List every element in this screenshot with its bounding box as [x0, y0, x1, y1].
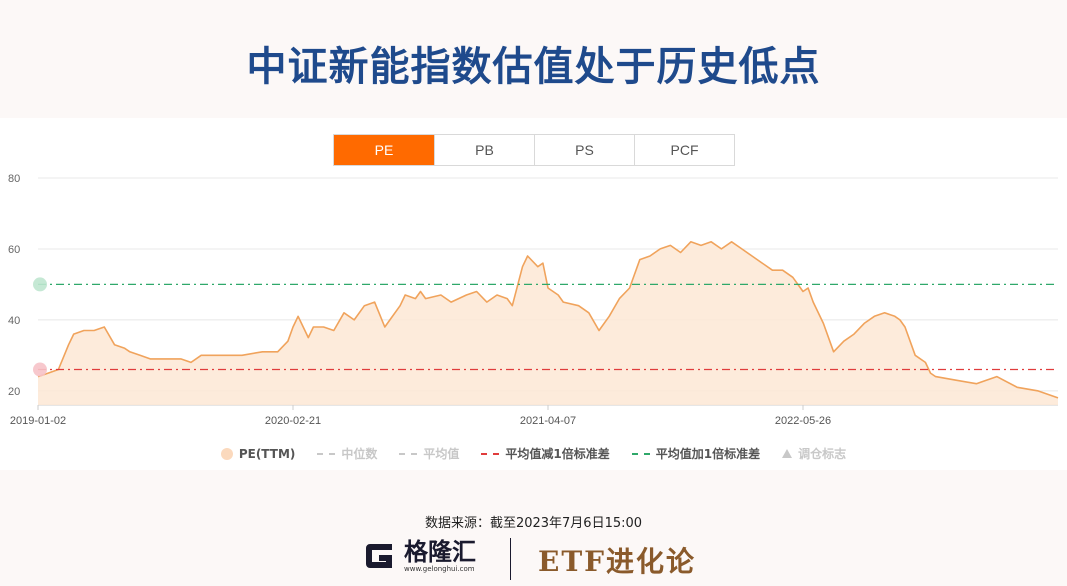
y-tick-label: 60 — [8, 244, 20, 256]
chart-panel: 80 60 40 20 2019-01-02 2020-02-21 2021-04-07 20… — [0, 118, 1067, 470]
legend-dot-icon — [220, 447, 233, 460]
brand-name: ETF进化论 — [538, 545, 697, 578]
legend-mean[interactable]: 平均值 — [399, 445, 459, 462]
tab-pe[interactable]: PE — [334, 135, 434, 165]
legend-label: 调仓标志 — [798, 447, 847, 461]
legend-pe-ttm[interactable]: PE(TTM) — [220, 445, 296, 462]
tab-ps[interactable]: PS — [534, 135, 634, 165]
chart-legend: PE(TTM) 中位数 平均值 平均值减1倍标准差 平均值加1倍标准差 调仓标志 — [0, 445, 1067, 462]
minus-std-marker — [33, 362, 47, 377]
x-tick-label: 2021-04-07 — [520, 415, 576, 427]
legend-dash-icon — [399, 452, 418, 455]
pe-series-line — [37, 241, 1059, 399]
legend-dash-icon — [481, 452, 500, 455]
data-source-note: 数据来源：截至2023年7月6日15:00 — [424, 516, 643, 531]
legend-dash-icon — [317, 452, 336, 455]
legend-dash-icon — [631, 452, 650, 455]
legend-label: PE(TTM) — [238, 446, 296, 461]
plus-std-marker — [33, 277, 47, 292]
logo-url: www.gelonghui.com — [404, 565, 475, 573]
legend-rebalance[interactable]: 调仓标志 — [782, 445, 846, 462]
legend-plus-std[interactable]: 平均值加1倍标准差 — [631, 445, 761, 462]
gelonghui-g-icon — [366, 544, 392, 568]
legend-minus-std[interactable]: 平均值减1倍标准差 — [481, 445, 610, 462]
metric-tabs: PE PB PS PCF — [333, 134, 735, 166]
x-tick-label: 2020-02-21 — [265, 415, 321, 427]
legend-median[interactable]: 中位数 — [317, 445, 377, 462]
tab-pcf[interactable]: PCF — [634, 135, 734, 165]
x-tick-label: 2019-01-02 — [10, 415, 66, 427]
gelonghui-logo: 格隆汇 www.gelonghui.com — [362, 538, 476, 574]
y-tick-label: 80 — [8, 173, 20, 185]
x-tick-label: 2022-05-26 — [775, 415, 831, 427]
page-title: 中证新能指数估值处于历史低点 — [246, 44, 821, 90]
y-tick-label: 40 — [8, 315, 20, 327]
logo-name: 格隆汇 — [404, 538, 476, 566]
y-tick-label: 20 — [8, 386, 20, 398]
footer: 格隆汇 www.gelonghui.com ETF进化论 — [0, 530, 1067, 586]
tab-pb[interactable]: PB — [434, 135, 534, 165]
legend-label: 平均值加1倍标准差 — [655, 447, 761, 461]
legend-label: 平均值 — [423, 447, 460, 461]
pe-area-fill — [38, 241, 1058, 405]
legend-label: 平均值减1倍标准差 — [505, 447, 610, 461]
footer-divider — [510, 538, 511, 580]
legend-label: 中位数 — [341, 447, 378, 461]
legend-triangle-icon — [782, 449, 793, 458]
pe-chart: 80 60 40 20 2019-01-02 2020-02-21 2021-04-07 20… — [8, 173, 1059, 427]
